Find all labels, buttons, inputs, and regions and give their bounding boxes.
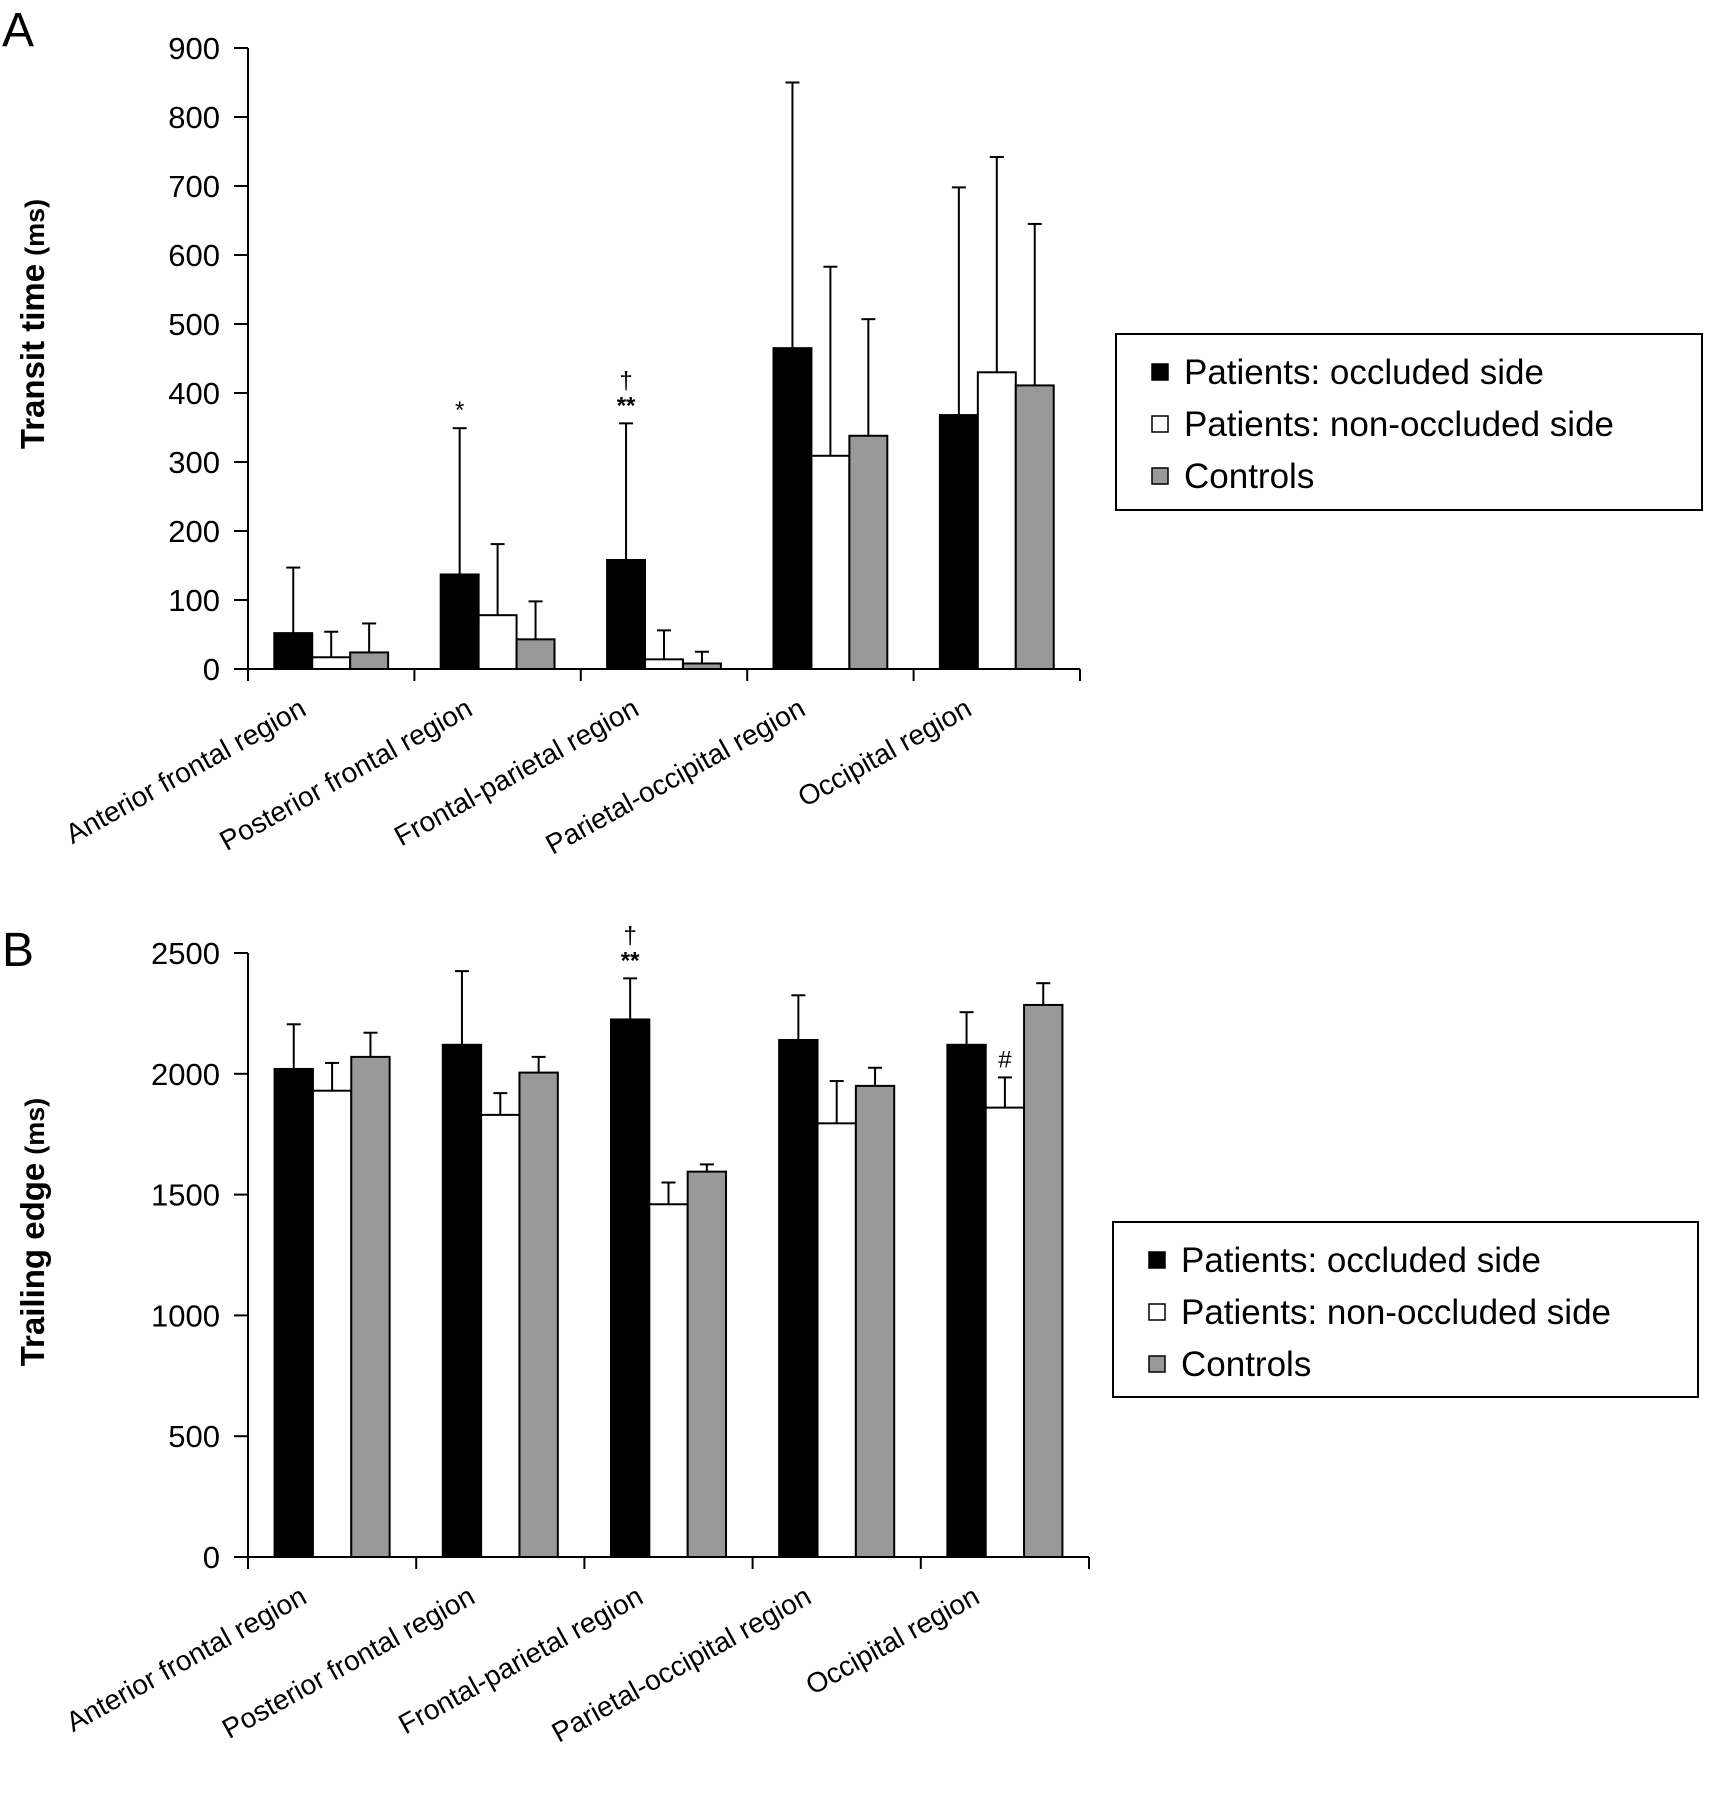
y-tick-label: 500 bbox=[168, 1419, 220, 1454]
legend-label-occluded: Patients: occluded side bbox=[1184, 353, 1544, 392]
bar-occluded bbox=[938, 414, 979, 670]
bar-controls bbox=[518, 1071, 559, 1559]
y-tick-label: 1000 bbox=[151, 1298, 220, 1333]
bar-controls bbox=[848, 434, 889, 670]
bar-non-occluded bbox=[311, 1089, 353, 1559]
y-tick-label: 600 bbox=[168, 238, 220, 273]
bar-occluded bbox=[273, 632, 314, 670]
legend-label-occluded: Patients: occluded side bbox=[1181, 1241, 1541, 1280]
significance-marker: † bbox=[623, 922, 636, 949]
panel-a-chart: A Transit time (ms) 0 100 200 300 400 500 600 70… bbox=[2, 4, 1703, 860]
y-tick-label: 400 bbox=[168, 376, 220, 411]
legend-swatch-controls bbox=[1151, 467, 1169, 485]
panel-b-chart: B Trailing edge (ms) 0 500 1000 1500 2000 2500… bbox=[2, 922, 1699, 1748]
panel-b-letter: B bbox=[2, 924, 34, 977]
panel-a-ylabel-unit: (ms) bbox=[20, 199, 50, 256]
y-tick-label: 1500 bbox=[151, 1178, 220, 1213]
bar-non-occluded bbox=[976, 371, 1017, 670]
significance-marker: † bbox=[619, 367, 632, 394]
bar-controls bbox=[1014, 384, 1055, 670]
bar-non-occluded bbox=[311, 656, 352, 671]
panel-a-ylabel: Transit time (ms) bbox=[14, 199, 51, 449]
bar-occluded bbox=[441, 1043, 483, 1558]
y-tick-label: 900 bbox=[168, 31, 220, 66]
legend-label-controls: Controls bbox=[1181, 1345, 1311, 1384]
bar-occluded bbox=[946, 1043, 987, 1558]
bar-non-occluded bbox=[984, 1106, 1026, 1559]
svg-text:Transit time(ms): Transit time (ms) bbox=[14, 199, 51, 449]
panel-b-ylabel-unit: (ms) bbox=[20, 1098, 50, 1155]
y-tick-label: 0 bbox=[203, 1540, 220, 1575]
category-label: Occipital region bbox=[793, 692, 977, 813]
legend-swatch-non-occluded bbox=[1151, 415, 1169, 433]
legend-box bbox=[1115, 333, 1703, 511]
bar-occluded bbox=[439, 573, 480, 670]
y-tick-label: 200 bbox=[168, 514, 220, 549]
legend-label-controls: Controls bbox=[1184, 457, 1314, 496]
y-tick-label: 2000 bbox=[151, 1057, 220, 1092]
legend-swatch-controls bbox=[1148, 1355, 1166, 1373]
significance-marker: * bbox=[455, 397, 464, 424]
legend-label-non-occluded: Patients: non-occluded side bbox=[1181, 1293, 1611, 1332]
legend-label-non-occluded: Patients: non-occluded side bbox=[1184, 405, 1614, 444]
category-label: Parietal-occipital region bbox=[540, 692, 810, 860]
legend-swatch-occluded bbox=[1148, 1251, 1166, 1269]
bar-controls bbox=[686, 1170, 728, 1558]
y-tick-label: 500 bbox=[168, 307, 220, 342]
y-tick-label: 100 bbox=[168, 583, 220, 618]
bar-non-occluded bbox=[816, 1122, 857, 1558]
bar-non-occluded bbox=[480, 1113, 521, 1558]
bar-occluded bbox=[778, 1038, 819, 1558]
panel-b-ylabel-text: Trailing edge bbox=[14, 1163, 51, 1367]
significance-marker: ** bbox=[621, 947, 640, 974]
bar-occluded bbox=[772, 347, 813, 670]
legend-box bbox=[1112, 1221, 1699, 1398]
y-tick-label: 2500 bbox=[151, 936, 220, 971]
bar-controls bbox=[350, 1055, 391, 1558]
y-tick-label: 800 bbox=[168, 100, 220, 135]
bar-controls bbox=[854, 1084, 896, 1558]
significance-marker: ** bbox=[617, 392, 636, 419]
bar-controls bbox=[681, 662, 722, 670]
bar-non-occluded bbox=[477, 614, 518, 670]
category-label: Occipital region bbox=[800, 1580, 984, 1701]
panel-b-ylabel: Trailing edge (ms) bbox=[14, 1098, 51, 1367]
bar-occluded bbox=[609, 1018, 651, 1558]
y-tick-label: 300 bbox=[168, 445, 220, 480]
legend-swatch-non-occluded bbox=[1148, 1303, 1166, 1321]
bar-occluded bbox=[273, 1067, 314, 1559]
bar-non-occluded bbox=[810, 454, 851, 671]
panel-a-letter: A bbox=[2, 4, 34, 57]
bar-controls bbox=[349, 651, 390, 671]
legend-swatch-occluded bbox=[1151, 363, 1169, 381]
panel-b-legend: Patients: occluded side Patients: non-occ… bbox=[1112, 1221, 1699, 1398]
y-tick-label: 700 bbox=[168, 169, 220, 204]
bar-occluded bbox=[606, 558, 647, 670]
panel-a-ylabel-text: Transit time bbox=[14, 264, 51, 449]
bar-non-occluded bbox=[644, 658, 684, 671]
bar-non-occluded bbox=[648, 1203, 689, 1559]
bar-controls bbox=[1023, 1003, 1064, 1558]
panel-a-legend: Patients: occluded side Patients: non-occ… bbox=[1115, 333, 1703, 511]
y-tick-label: 0 bbox=[203, 652, 220, 687]
svg-text:Trailing edge(ms): Trailing edge (ms) bbox=[14, 1098, 51, 1367]
significance-marker: # bbox=[998, 1046, 1012, 1073]
bar-controls bbox=[515, 638, 556, 671]
